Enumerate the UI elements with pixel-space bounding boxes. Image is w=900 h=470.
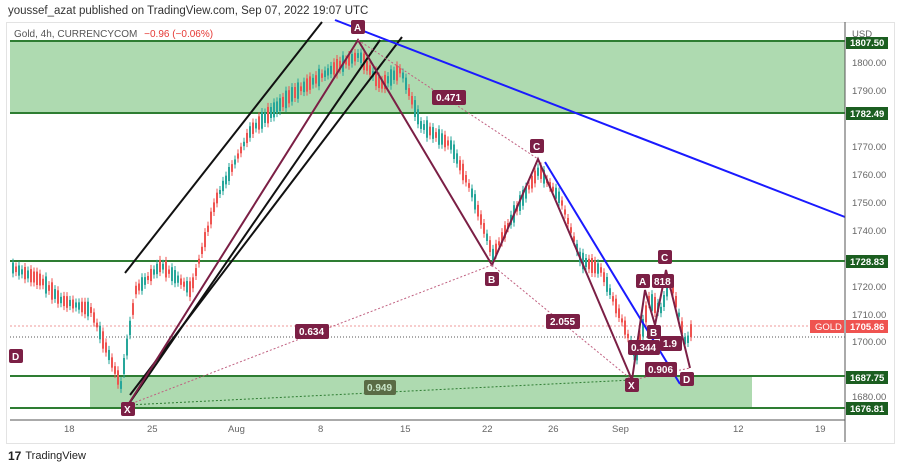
point-a1: A (354, 23, 361, 34)
svg-text:1700.00: 1700.00 (852, 337, 886, 348)
svg-text:1760.00: 1760.00 (852, 170, 886, 181)
point-a2: A (639, 277, 646, 288)
brand-footer[interactable]: 17 TradingView (8, 449, 86, 463)
svg-text:1790.00: 1790.00 (852, 86, 886, 97)
svg-text:25: 25 (147, 424, 158, 435)
svg-text:22: 22 (482, 424, 493, 435)
level-1676: 1676.81 (850, 404, 885, 415)
brand-name: TradingView (25, 450, 86, 462)
svg-text:1750.00: 1750.00 (852, 198, 886, 209)
svg-text:1680.00: 1680.00 (852, 392, 886, 403)
resistance-zone (10, 41, 845, 113)
change-label: −0.96 (−0.06%) (144, 29, 214, 40)
svg-text:1770.00: 1770.00 (852, 142, 886, 153)
point-b1: B (488, 275, 495, 286)
point-c1: C (533, 142, 540, 153)
ratio-0344: 0.344 (631, 343, 656, 354)
svg-text:1710.00: 1710.00 (852, 310, 886, 321)
candles (12, 48, 692, 393)
currency-label: USD (852, 29, 872, 40)
point-c2: C (661, 253, 668, 264)
ratio-0471: 0.471 (436, 93, 461, 104)
point-b2: B (650, 328, 657, 339)
ratio-0949: 0.949 (367, 383, 392, 394)
svg-text:26: 26 (548, 424, 559, 435)
symbol-label: Gold, 4h, CURRENCYCOM (14, 29, 138, 40)
ratio-0906: 0.906 (648, 365, 673, 376)
svg-text:Sep: Sep (612, 424, 629, 435)
publish-header: youssef_azat published on TradingView.co… (8, 5, 369, 17)
level-1728: 1728.83 (850, 257, 884, 268)
svg-text:1740.00: 1740.00 (852, 226, 886, 237)
svg-text:8: 8 (318, 424, 323, 435)
level-1687: 1687.75 (850, 373, 885, 384)
chart-frame (6, 22, 895, 444)
support-zone (90, 376, 752, 408)
svg-text:19: 19 (815, 424, 826, 435)
svg-text:15: 15 (400, 424, 411, 435)
tradingview-logo-icon: 17 (8, 449, 22, 463)
svg-text:18: 18 (64, 424, 75, 435)
point-x1: X (124, 405, 131, 416)
price-ticks: 1800.00 1790.00 1770.00 1760.00 1750.00 … (852, 58, 886, 403)
point-d2: D (683, 375, 690, 386)
point-x2: X (628, 381, 635, 392)
current-price-tag: 1705.86 (850, 322, 884, 333)
symbol-legend: Gold, 4h, CURRENCYCOM −0.96 (−0.06%) (14, 29, 213, 40)
current-symbol-tag: GOLD (815, 322, 842, 333)
point-d-left: D (12, 352, 19, 363)
ratio-19: 1.9 (663, 339, 677, 350)
level-1807: 1807.50 (850, 38, 884, 49)
level-1782: 1782.49 (850, 109, 884, 120)
ratio-2055: 2.055 (550, 317, 575, 328)
svg-text:Aug: Aug (228, 424, 245, 435)
svg-text:1800.00: 1800.00 (852, 58, 886, 69)
ratio-818: 818 (654, 277, 671, 288)
svg-text:12: 12 (733, 424, 744, 435)
ratio-0634: 0.634 (299, 327, 324, 338)
time-ticks: 18 25 Aug 8 15 22 26 Sep 12 19 (64, 424, 826, 435)
svg-text:1720.00: 1720.00 (852, 282, 886, 293)
